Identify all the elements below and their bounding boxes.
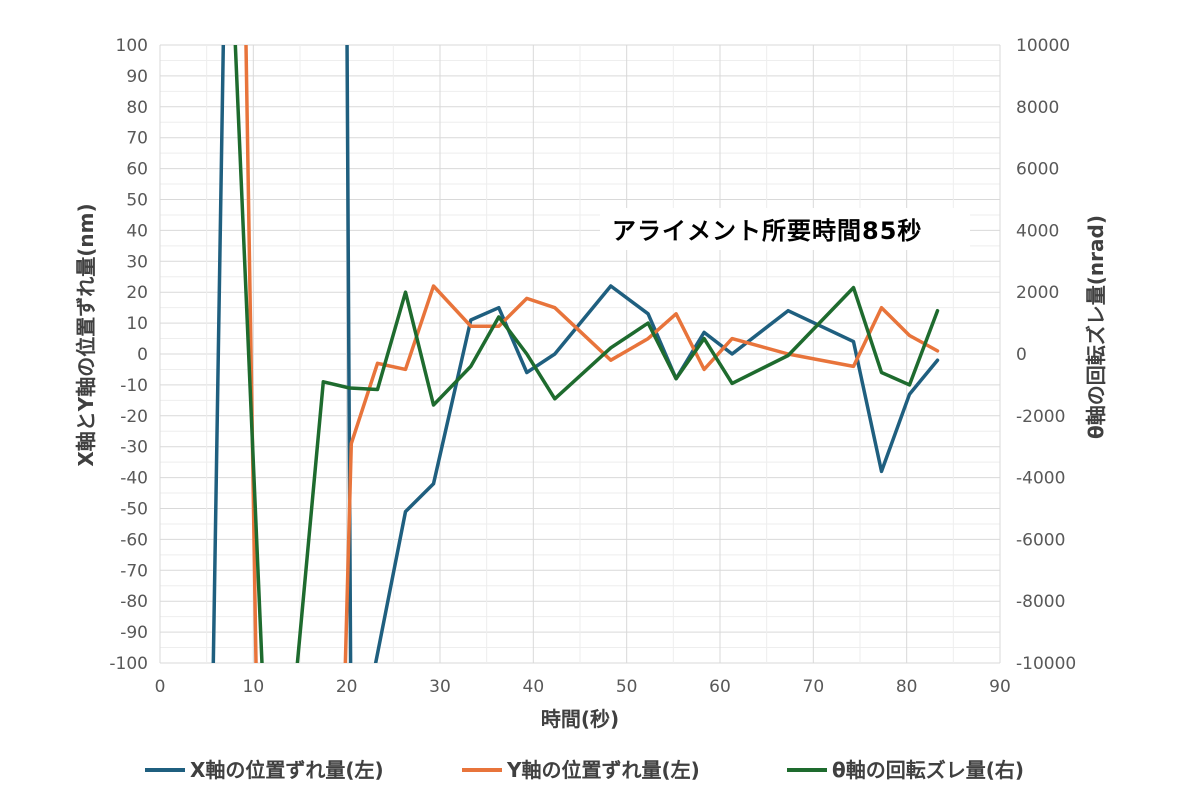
- annotation-text: アライメント所要時間85秒: [612, 217, 922, 245]
- x-tick-label: 70: [803, 677, 825, 697]
- left-tick-label: -20: [120, 407, 148, 427]
- legend-label-3: θ軸の回転ズレ量(右): [832, 758, 1024, 782]
- x-tick-label: 40: [523, 677, 545, 697]
- series-line-2: [244, 45, 940, 663]
- legend-label-1: X軸の位置ずれ量(左): [190, 758, 384, 782]
- left-tick-label: -80: [120, 592, 148, 612]
- legend: X軸の位置ずれ量(左) Y軸の位置ずれ量(左) θ軸の回転ズレ量(右): [145, 758, 1024, 782]
- series-layer: [211, 45, 940, 663]
- right-tick-label: 2000: [1016, 283, 1059, 303]
- right-tick-label: 8000: [1016, 98, 1059, 118]
- annotation-background: [600, 208, 970, 250]
- right-tick-label: 10000: [1016, 36, 1070, 56]
- left-tick-label: -60: [120, 530, 148, 550]
- left-tick-label: 30: [126, 252, 148, 272]
- x-tick-label: 80: [896, 677, 918, 697]
- series-line-3: [233, 45, 940, 663]
- right-axis-ticks: 10000 8000 6000 4000 2000 0 -2000 -4000 -6000 -80…: [1016, 36, 1076, 674]
- right-tick-label: -8000: [1016, 592, 1065, 612]
- left-tick-label: 70: [126, 129, 148, 149]
- left-tick-label: 40: [126, 221, 148, 241]
- left-tick-label: 10: [126, 314, 148, 334]
- right-tick-label: 4000: [1016, 221, 1059, 241]
- left-tick-label: 80: [126, 98, 148, 118]
- x-tick-label: 20: [336, 677, 358, 697]
- left-tick-label: -50: [120, 500, 148, 520]
- left-tick-label: -100: [109, 654, 148, 674]
- right-tick-label: 6000: [1016, 160, 1059, 180]
- series-line-1: [211, 45, 940, 663]
- x-tick-label: 60: [709, 677, 731, 697]
- left-tick-label: 90: [126, 67, 148, 87]
- left-axis-ticks: 1009080706050403020100-10-20-30-40-50-60…: [109, 36, 148, 674]
- left-tick-label: 0: [137, 345, 148, 365]
- right-axis-title: θ軸の回転ズレ量(nrad): [1084, 215, 1108, 439]
- left-tick-label: -90: [120, 623, 148, 643]
- x-tick-label: 10: [243, 677, 265, 697]
- left-tick-label: 60: [126, 160, 148, 180]
- right-tick-label: -10000: [1016, 654, 1076, 674]
- right-tick-label: -2000: [1016, 407, 1065, 427]
- right-tick-label: -6000: [1016, 530, 1065, 550]
- x-axis-title: 時間(秒): [541, 707, 619, 731]
- left-axis-title: X軸とY軸の位置ずれ量(nm): [74, 203, 98, 466]
- left-tick-label: 20: [126, 283, 148, 303]
- x-axis-ticks: 0 10 20 30 40 50 60 70 80 90: [155, 677, 1011, 697]
- left-tick-label: -40: [120, 469, 148, 489]
- x-tick-label: 30: [429, 677, 451, 697]
- legend-label-2: Y軸の位置ずれ量(左): [506, 758, 700, 782]
- left-tick-label: -70: [120, 561, 148, 581]
- right-tick-label: -4000: [1016, 469, 1065, 489]
- left-tick-label: 100: [116, 36, 148, 56]
- x-tick-label: 90: [989, 677, 1011, 697]
- left-tick-label: 50: [126, 191, 148, 211]
- left-tick-label: -10: [120, 376, 148, 396]
- x-tick-label: 50: [616, 677, 638, 697]
- left-tick-label: -30: [120, 438, 148, 458]
- x-tick-label: 0: [155, 677, 166, 697]
- right-tick-label: 0: [1016, 345, 1027, 365]
